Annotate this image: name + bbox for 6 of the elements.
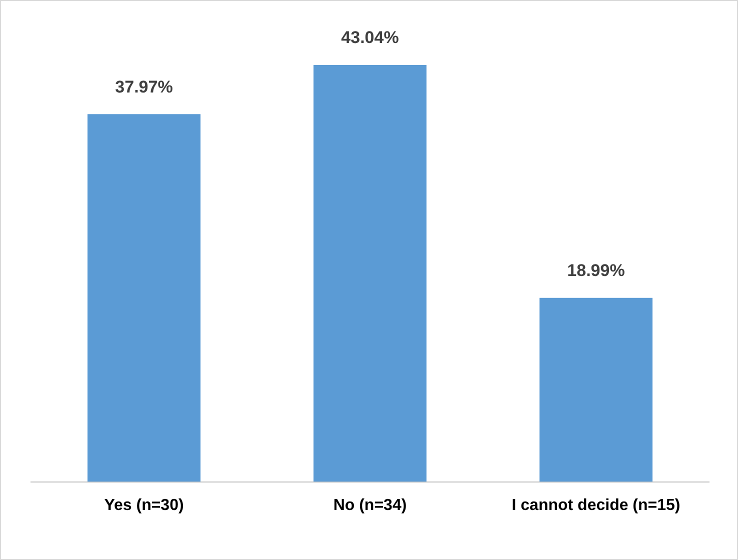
data-label: 18.99% bbox=[567, 261, 625, 280]
x-tick-label: No (n=34) bbox=[333, 496, 407, 514]
data-label: 37.97% bbox=[115, 77, 173, 96]
x-tick-label: I cannot decide (n=15) bbox=[512, 496, 680, 514]
data-label: 43.04% bbox=[341, 28, 399, 48]
x-tick-label: Yes (n=30) bbox=[104, 496, 184, 514]
